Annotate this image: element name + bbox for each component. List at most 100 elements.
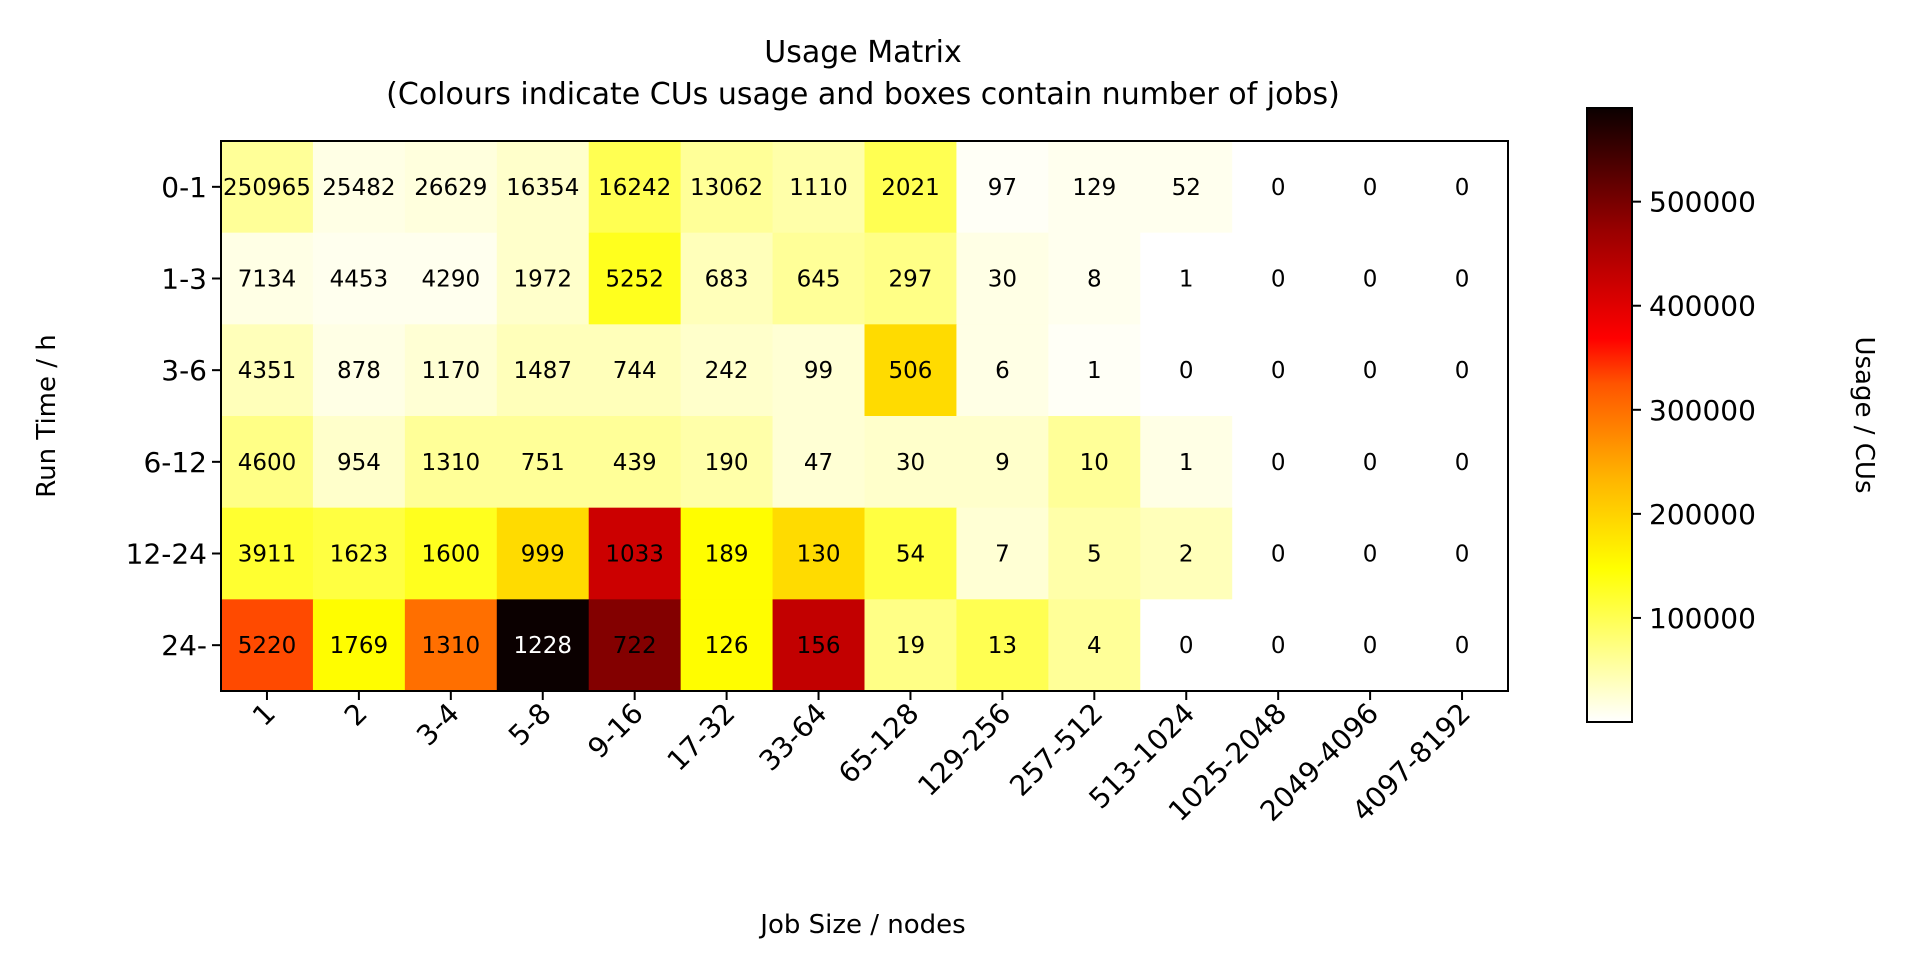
y-tick-label: 1-3 [161,263,207,296]
cell-job-count-label: 0 [1271,175,1286,201]
cell-job-count-label: 1 [1087,358,1102,384]
heatmap-cell [221,232,314,325]
cell-job-count-label: 156 [797,633,841,659]
heatmap-cell [1140,416,1233,509]
cell-job-count-label: 722 [613,633,657,659]
heatmap-cell [1324,507,1417,600]
colorbar-tick-label: 300000 [1649,394,1756,427]
heatmap-cell [1048,324,1141,417]
heatmap-cell [680,141,774,234]
heatmap-cell [864,416,958,509]
heatmap-cell [496,416,590,509]
cell-job-count-label: 1033 [605,542,664,568]
cell-job-count-label: 0 [1271,267,1286,293]
cell-job-count-label: 13 [988,633,1017,659]
heatmap-cell [1048,141,1141,234]
heatmap-cell [680,232,774,325]
cell-job-count-label: 19 [896,633,925,659]
heatmap-cell [1048,416,1141,509]
cell-job-count-label: 126 [705,633,749,659]
colorbar-ticks: 100000 200000 300000 400000 500000 [1632,186,1756,635]
heatmap-cell [496,232,590,325]
heatmap-cell [312,416,406,509]
cell-job-count-label: 26629 [414,175,487,201]
heatmap-cell [1324,599,1417,692]
heatmap-cell [956,141,1049,234]
cell-job-count-label: 0 [1271,450,1286,476]
cell-job-count-label: 0 [1455,175,1470,201]
heatmap-cell [1416,232,1509,325]
x-tick-label: 3-4 [410,697,466,753]
cell-job-count-label: 645 [797,267,841,293]
x-tick-label: 129-256 [911,697,1017,803]
cell-job-count-label: 7 [995,542,1010,568]
cell-job-count-label: 0 [1363,175,1378,201]
colorbar-tick-label: 400000 [1649,290,1756,323]
cell-job-count-label: 1600 [422,542,481,568]
heatmap-cell [1140,507,1233,600]
x-axis-label: Job Size / nodes [758,910,965,940]
heatmap-cell [680,324,774,417]
cell-job-count-label: 1228 [513,633,572,659]
heatmap-cell [772,232,866,325]
heatmap-cell [1416,324,1509,417]
cell-job-count-label: 30 [896,450,925,476]
cell-job-count-label: 97 [988,175,1017,201]
heatmap-cell [221,416,314,509]
cell-job-count-label: 25482 [322,175,395,201]
x-tick-label: 17-32 [661,697,742,778]
heatmap-cell [221,141,314,234]
cell-job-count-label: 0 [1455,358,1470,384]
cell-job-count-label: 3911 [238,542,297,568]
heatmap-cell [496,324,590,417]
heatmap-cell [956,416,1049,509]
x-axis-ticks: 1 2 3-4 5-8 9-16 17-32 33-6465-128129-256257-5… [246,691,1477,828]
cell-job-count-label: 0 [1271,358,1286,384]
colorbar [1586,107,1633,723]
heatmap-cell [772,141,866,234]
y-tick-label: 0-1 [161,171,207,204]
heatmap-cell [1232,507,1325,600]
heatmap-cell [680,599,774,692]
y-tick-label: 6-12 [143,446,207,479]
x-tick-label: 65-128 [832,697,925,790]
heatmap-cell [1232,324,1325,417]
cell-job-count-label: 1 [1179,450,1194,476]
cell-job-count-label: 99 [804,358,833,384]
cell-job-count-label: 1110 [789,175,848,201]
heatmap-cell [1324,141,1417,234]
heatmap-cell [1140,232,1233,325]
cell-job-count-label: 16242 [598,175,671,201]
heatmap-cell [864,324,958,417]
cell-job-count-label: 1 [1179,267,1194,293]
y-tick-label: 24- [161,629,207,662]
heatmap-cell [1416,416,1509,509]
cell-job-count-label: 0 [1271,633,1286,659]
heatmap-cell [588,599,682,692]
heatmap-cell [956,232,1049,325]
heatmap-cell [496,141,590,234]
cell-job-count-label: 0 [1363,633,1378,659]
heatmap-cell [588,416,682,509]
heatmap-cell [221,507,314,600]
cell-job-count-label: 1972 [513,267,572,293]
cell-job-count-label: 439 [613,450,657,476]
cell-job-count-label: 4600 [238,450,297,476]
cell-job-count-label: 2 [1179,542,1194,568]
heatmap-cell [1048,232,1141,325]
cell-job-count-label: 999 [521,542,565,568]
heatmap-cell [1416,507,1509,600]
cell-job-count-label: 1769 [330,633,389,659]
cell-job-count-label: 47 [804,450,833,476]
heatmap-cell [588,232,682,325]
heatmap-cell [404,141,498,234]
heatmap-cell [496,507,590,600]
cell-job-count-label: 1623 [330,542,389,568]
cell-job-count-label: 0 [1179,633,1194,659]
heatmap-cell [956,599,1049,692]
heatmap-cell [404,507,498,600]
chart-title-line1: Usage Matrix [764,35,961,70]
heatmap-cell [1324,232,1417,325]
cell-job-count-label: 5220 [238,633,297,659]
heatmap-cell [312,324,406,417]
